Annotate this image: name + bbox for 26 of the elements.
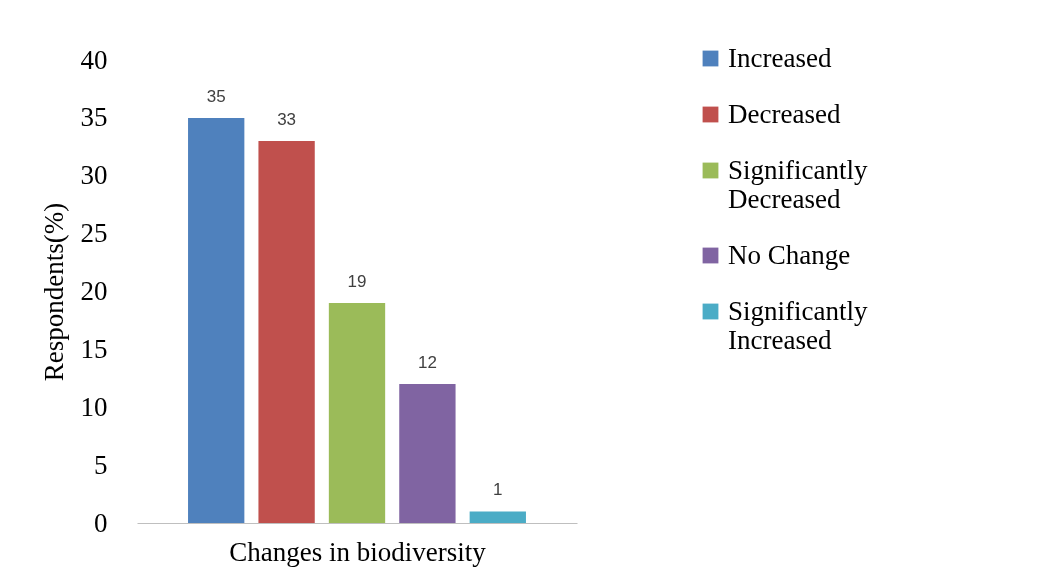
legend-label: Decreased xyxy=(728,98,841,129)
y-tick-label: 30 xyxy=(80,160,108,191)
legend-label: Significantly Increased xyxy=(728,295,868,355)
bar xyxy=(399,384,456,523)
x-axis-title: Changes in biodiversity xyxy=(229,536,487,567)
bar xyxy=(188,117,245,523)
y-tick-label: 25 xyxy=(80,218,108,249)
y-tick-label: 0 xyxy=(94,507,108,538)
data-label: 19 xyxy=(347,272,367,292)
data-label: 12 xyxy=(417,353,437,373)
y-tick-label: 10 xyxy=(80,391,108,422)
y-tick-label: 40 xyxy=(80,44,108,75)
bar xyxy=(328,303,386,523)
y-tick-label: 35 xyxy=(80,102,108,133)
data-label: 1 xyxy=(493,480,503,500)
legend-label: Increased xyxy=(728,42,832,73)
y-tick-label: 20 xyxy=(80,276,108,306)
bar xyxy=(258,141,315,523)
y-axis-title: Respondents(%) xyxy=(38,202,69,382)
y-tick-label: 15 xyxy=(80,333,108,364)
data-label: 35 xyxy=(206,86,226,106)
y-tick-label: 5 xyxy=(94,449,108,480)
data-label: 33 xyxy=(277,110,297,130)
legend-label: No Change xyxy=(728,239,851,270)
bar xyxy=(469,511,526,523)
legend-label: Significantly Decreased xyxy=(728,154,868,214)
